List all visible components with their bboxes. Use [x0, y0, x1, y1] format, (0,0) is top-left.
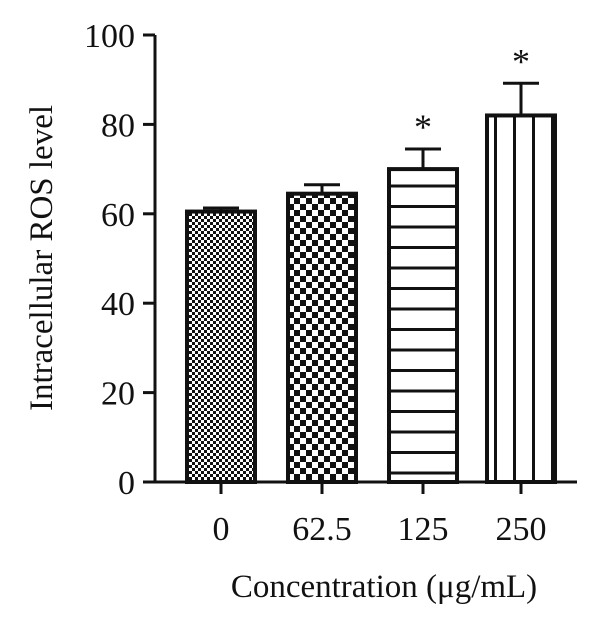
bar-0 [185, 209, 257, 484]
y-tick-label: 0 [118, 465, 135, 502]
y-tick-label: 80 [101, 107, 135, 144]
y-tick-label: 40 [101, 286, 135, 323]
x-axis-title: Concentration (μg/mL) [231, 569, 537, 605]
y-tick-label: 100 [84, 18, 135, 55]
bar-250 [485, 113, 557, 485]
bar-125 [387, 167, 459, 484]
bars [185, 113, 557, 485]
x-tick-label: 0 [213, 511, 230, 548]
x-tick-label: 62.5 [292, 511, 352, 548]
significance-asterisk: * [414, 107, 432, 147]
y-axis-title: Intracellular ROS level [24, 105, 60, 411]
y-axis-ticks: 0 20 40 60 80 100 [84, 18, 155, 502]
x-tick-label: 125 [398, 511, 449, 548]
error-bars [203, 81, 539, 212]
significance-asterisk: * [512, 41, 530, 81]
y-tick-label: 60 [101, 197, 135, 234]
x-axis-ticks: 0 62.5 125 250 [213, 482, 547, 548]
significance-markers: ** [414, 41, 530, 147]
y-tick-label: 20 [101, 376, 135, 413]
bar-62.5 [286, 191, 358, 484]
x-tick-label: 250 [496, 511, 547, 548]
